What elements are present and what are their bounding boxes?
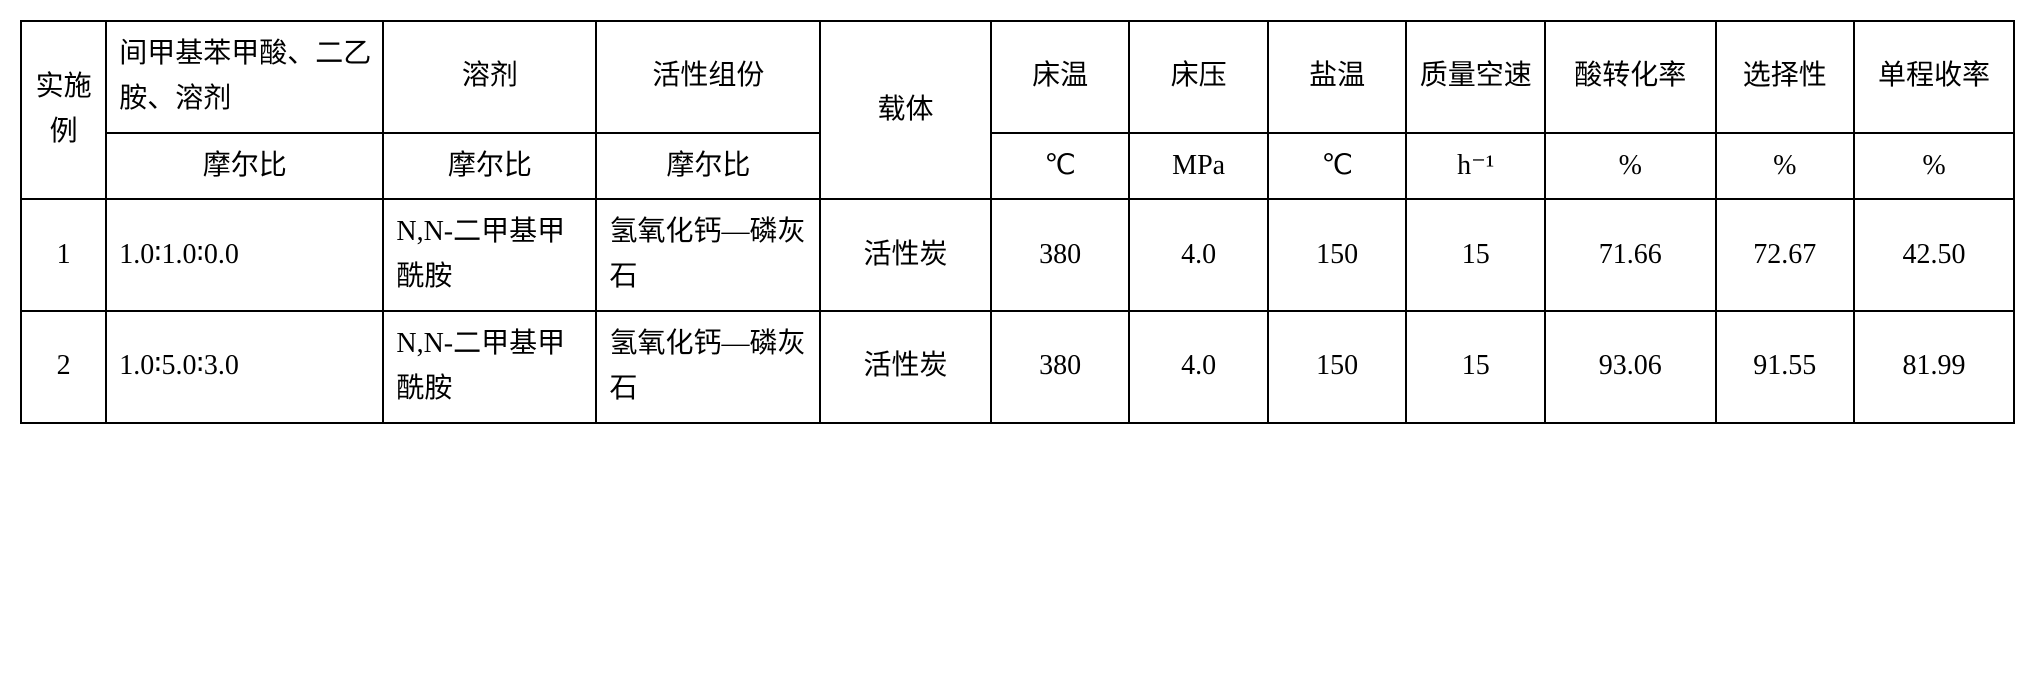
cell-selectivity: 72.67 xyxy=(1716,199,1855,311)
cell-solvent: N,N-二甲基甲酰胺 xyxy=(383,199,596,311)
unit-mole-ratio-2: 摩尔比 xyxy=(383,133,596,200)
unit-bed-pressure: MPa xyxy=(1129,133,1268,200)
cell-bed-pressure: 4.0 xyxy=(1129,199,1268,311)
cell-salt-temp: 150 xyxy=(1268,311,1407,423)
table-row: 1 1.0∶1.0∶0.0 N,N-二甲基甲酰胺 氢氧化钙—磷灰石 活性炭 38… xyxy=(21,199,2014,311)
cell-ratio: 1.0∶5.0∶3.0 xyxy=(106,311,383,423)
col-solvent: 溶剂 xyxy=(383,21,596,133)
unit-selectivity: % xyxy=(1716,133,1855,200)
col-bed-pressure: 床压 xyxy=(1129,21,1268,133)
cell-example: 1 xyxy=(21,199,106,311)
cell-mass-space-velocity: 15 xyxy=(1406,311,1545,423)
cell-acid-conversion: 93.06 xyxy=(1545,311,1716,423)
unit-salt-temp: ℃ xyxy=(1268,133,1407,200)
cell-single-pass-yield: 81.99 xyxy=(1854,311,2014,423)
unit-acid-conversion: % xyxy=(1545,133,1716,200)
cell-example: 2 xyxy=(21,311,106,423)
cell-bed-pressure: 4.0 xyxy=(1129,311,1268,423)
unit-single-pass-yield: % xyxy=(1854,133,2014,200)
unit-mole-ratio-1: 摩尔比 xyxy=(106,133,383,200)
header-row-2: 摩尔比 摩尔比 摩尔比 ℃ MPa ℃ h⁻¹ % % % xyxy=(21,133,2014,200)
cell-mass-space-velocity: 15 xyxy=(1406,199,1545,311)
col-mass-space-velocity: 质量空速 xyxy=(1406,21,1545,133)
cell-single-pass-yield: 42.50 xyxy=(1854,199,2014,311)
col-example: 实施例 xyxy=(21,21,106,199)
cell-bed-temp: 380 xyxy=(991,199,1130,311)
cell-carrier: 活性炭 xyxy=(820,311,991,423)
col-acid-conversion: 酸转化率 xyxy=(1545,21,1716,133)
col-single-pass-yield: 单程收率 xyxy=(1854,21,2014,133)
unit-mole-ratio-3: 摩尔比 xyxy=(596,133,820,200)
col-salt-temp: 盐温 xyxy=(1268,21,1407,133)
col-selectivity: 选择性 xyxy=(1716,21,1855,133)
col-active-component: 活性组份 xyxy=(596,21,820,133)
cell-bed-temp: 380 xyxy=(991,311,1130,423)
header-row-1: 实施例 间甲基苯甲酸、二乙胺、溶剂 溶剂 活性组份 载体 床温 床压 盐温 质量… xyxy=(21,21,2014,133)
cell-carrier: 活性炭 xyxy=(820,199,991,311)
col-carrier: 载体 xyxy=(820,21,991,199)
cell-selectivity: 91.55 xyxy=(1716,311,1855,423)
unit-mass-space-velocity: h⁻¹ xyxy=(1406,133,1545,200)
col-ratio-desc: 间甲基苯甲酸、二乙胺、溶剂 xyxy=(106,21,383,133)
data-table: 实施例 间甲基苯甲酸、二乙胺、溶剂 溶剂 活性组份 载体 床温 床压 盐温 质量… xyxy=(20,20,2015,424)
cell-active-component: 氢氧化钙—磷灰石 xyxy=(596,311,820,423)
table-row: 2 1.0∶5.0∶3.0 N,N-二甲基甲酰胺 氢氧化钙—磷灰石 活性炭 38… xyxy=(21,311,2014,423)
col-bed-temp: 床温 xyxy=(991,21,1130,133)
cell-solvent: N,N-二甲基甲酰胺 xyxy=(383,311,596,423)
unit-bed-temp: ℃ xyxy=(991,133,1130,200)
cell-salt-temp: 150 xyxy=(1268,199,1407,311)
cell-ratio: 1.0∶1.0∶0.0 xyxy=(106,199,383,311)
cell-active-component: 氢氧化钙—磷灰石 xyxy=(596,199,820,311)
cell-acid-conversion: 71.66 xyxy=(1545,199,1716,311)
